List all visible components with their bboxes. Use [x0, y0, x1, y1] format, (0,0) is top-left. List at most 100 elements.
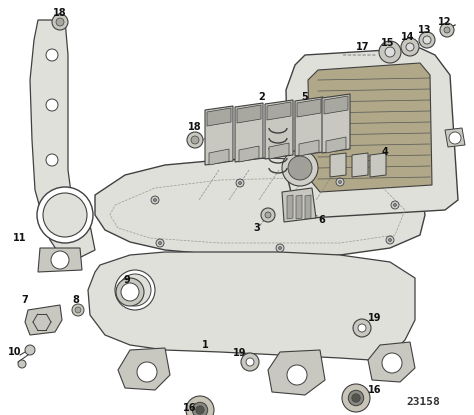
- Text: 5: 5: [301, 92, 309, 102]
- Circle shape: [276, 244, 284, 252]
- Text: 2: 2: [259, 92, 265, 102]
- Circle shape: [119, 274, 151, 306]
- Polygon shape: [209, 149, 229, 165]
- Circle shape: [25, 345, 35, 355]
- Circle shape: [18, 360, 26, 368]
- Polygon shape: [368, 342, 415, 382]
- Text: 17: 17: [356, 42, 370, 52]
- Circle shape: [156, 239, 164, 247]
- Circle shape: [238, 181, 241, 185]
- Circle shape: [46, 154, 58, 166]
- Polygon shape: [352, 153, 368, 177]
- Polygon shape: [265, 100, 293, 159]
- Circle shape: [449, 132, 461, 144]
- Circle shape: [389, 239, 392, 242]
- Polygon shape: [286, 48, 458, 218]
- Circle shape: [386, 236, 394, 244]
- Text: 7: 7: [22, 295, 28, 305]
- Circle shape: [391, 201, 399, 209]
- Circle shape: [51, 251, 69, 269]
- Polygon shape: [88, 252, 415, 360]
- Circle shape: [187, 132, 203, 148]
- Circle shape: [56, 18, 64, 26]
- Text: 1: 1: [201, 340, 209, 350]
- Polygon shape: [322, 94, 350, 153]
- Circle shape: [282, 150, 318, 186]
- Circle shape: [352, 394, 360, 402]
- Polygon shape: [118, 348, 170, 390]
- Polygon shape: [308, 63, 432, 192]
- Text: 16: 16: [183, 403, 197, 413]
- Circle shape: [338, 181, 341, 183]
- Polygon shape: [295, 97, 323, 156]
- Text: 12: 12: [438, 17, 452, 27]
- Circle shape: [46, 49, 58, 61]
- Polygon shape: [239, 146, 259, 162]
- Text: 16: 16: [368, 385, 382, 395]
- Circle shape: [342, 384, 370, 412]
- Text: 13: 13: [418, 25, 432, 35]
- Circle shape: [401, 38, 419, 56]
- Text: 14: 14: [401, 32, 415, 42]
- Text: 6: 6: [319, 215, 325, 225]
- Circle shape: [191, 136, 199, 144]
- Circle shape: [196, 406, 204, 414]
- Circle shape: [75, 307, 81, 313]
- Circle shape: [241, 353, 259, 371]
- Polygon shape: [445, 128, 465, 147]
- Circle shape: [37, 187, 93, 243]
- Circle shape: [46, 99, 58, 111]
- Polygon shape: [207, 108, 231, 126]
- Polygon shape: [237, 105, 261, 123]
- Circle shape: [382, 353, 402, 373]
- Polygon shape: [324, 96, 348, 114]
- Circle shape: [379, 41, 401, 63]
- Circle shape: [115, 270, 155, 310]
- Circle shape: [444, 27, 450, 33]
- Text: 23158: 23158: [406, 397, 440, 407]
- Polygon shape: [25, 305, 62, 335]
- Polygon shape: [267, 102, 291, 120]
- Circle shape: [72, 304, 84, 316]
- Text: 19: 19: [233, 348, 247, 358]
- Text: 15: 15: [381, 38, 395, 48]
- Polygon shape: [282, 188, 316, 222]
- Text: 4: 4: [382, 147, 388, 157]
- Circle shape: [158, 242, 162, 244]
- Circle shape: [287, 365, 307, 385]
- Circle shape: [336, 178, 344, 186]
- Circle shape: [279, 247, 282, 249]
- Polygon shape: [95, 158, 425, 258]
- Polygon shape: [296, 195, 302, 219]
- Text: 3: 3: [254, 223, 260, 233]
- Polygon shape: [330, 153, 346, 177]
- Polygon shape: [269, 143, 289, 159]
- Circle shape: [419, 32, 435, 48]
- Circle shape: [137, 362, 157, 382]
- Circle shape: [43, 193, 87, 237]
- Circle shape: [121, 283, 139, 301]
- Circle shape: [406, 43, 414, 51]
- Circle shape: [385, 47, 395, 57]
- Circle shape: [236, 179, 244, 187]
- Circle shape: [116, 278, 144, 306]
- Polygon shape: [297, 99, 321, 117]
- Circle shape: [393, 203, 396, 207]
- Circle shape: [288, 156, 312, 180]
- Polygon shape: [205, 106, 233, 165]
- Text: 18: 18: [53, 8, 67, 18]
- Circle shape: [52, 14, 68, 30]
- Circle shape: [440, 23, 454, 37]
- Circle shape: [261, 208, 275, 222]
- Circle shape: [353, 319, 371, 337]
- Circle shape: [186, 396, 214, 415]
- Circle shape: [246, 358, 254, 366]
- Polygon shape: [326, 137, 346, 153]
- Circle shape: [154, 198, 156, 202]
- Text: 8: 8: [73, 295, 80, 305]
- Polygon shape: [235, 103, 263, 162]
- Text: 18: 18: [188, 122, 202, 132]
- Polygon shape: [287, 195, 293, 219]
- Polygon shape: [268, 350, 325, 395]
- Circle shape: [423, 36, 431, 44]
